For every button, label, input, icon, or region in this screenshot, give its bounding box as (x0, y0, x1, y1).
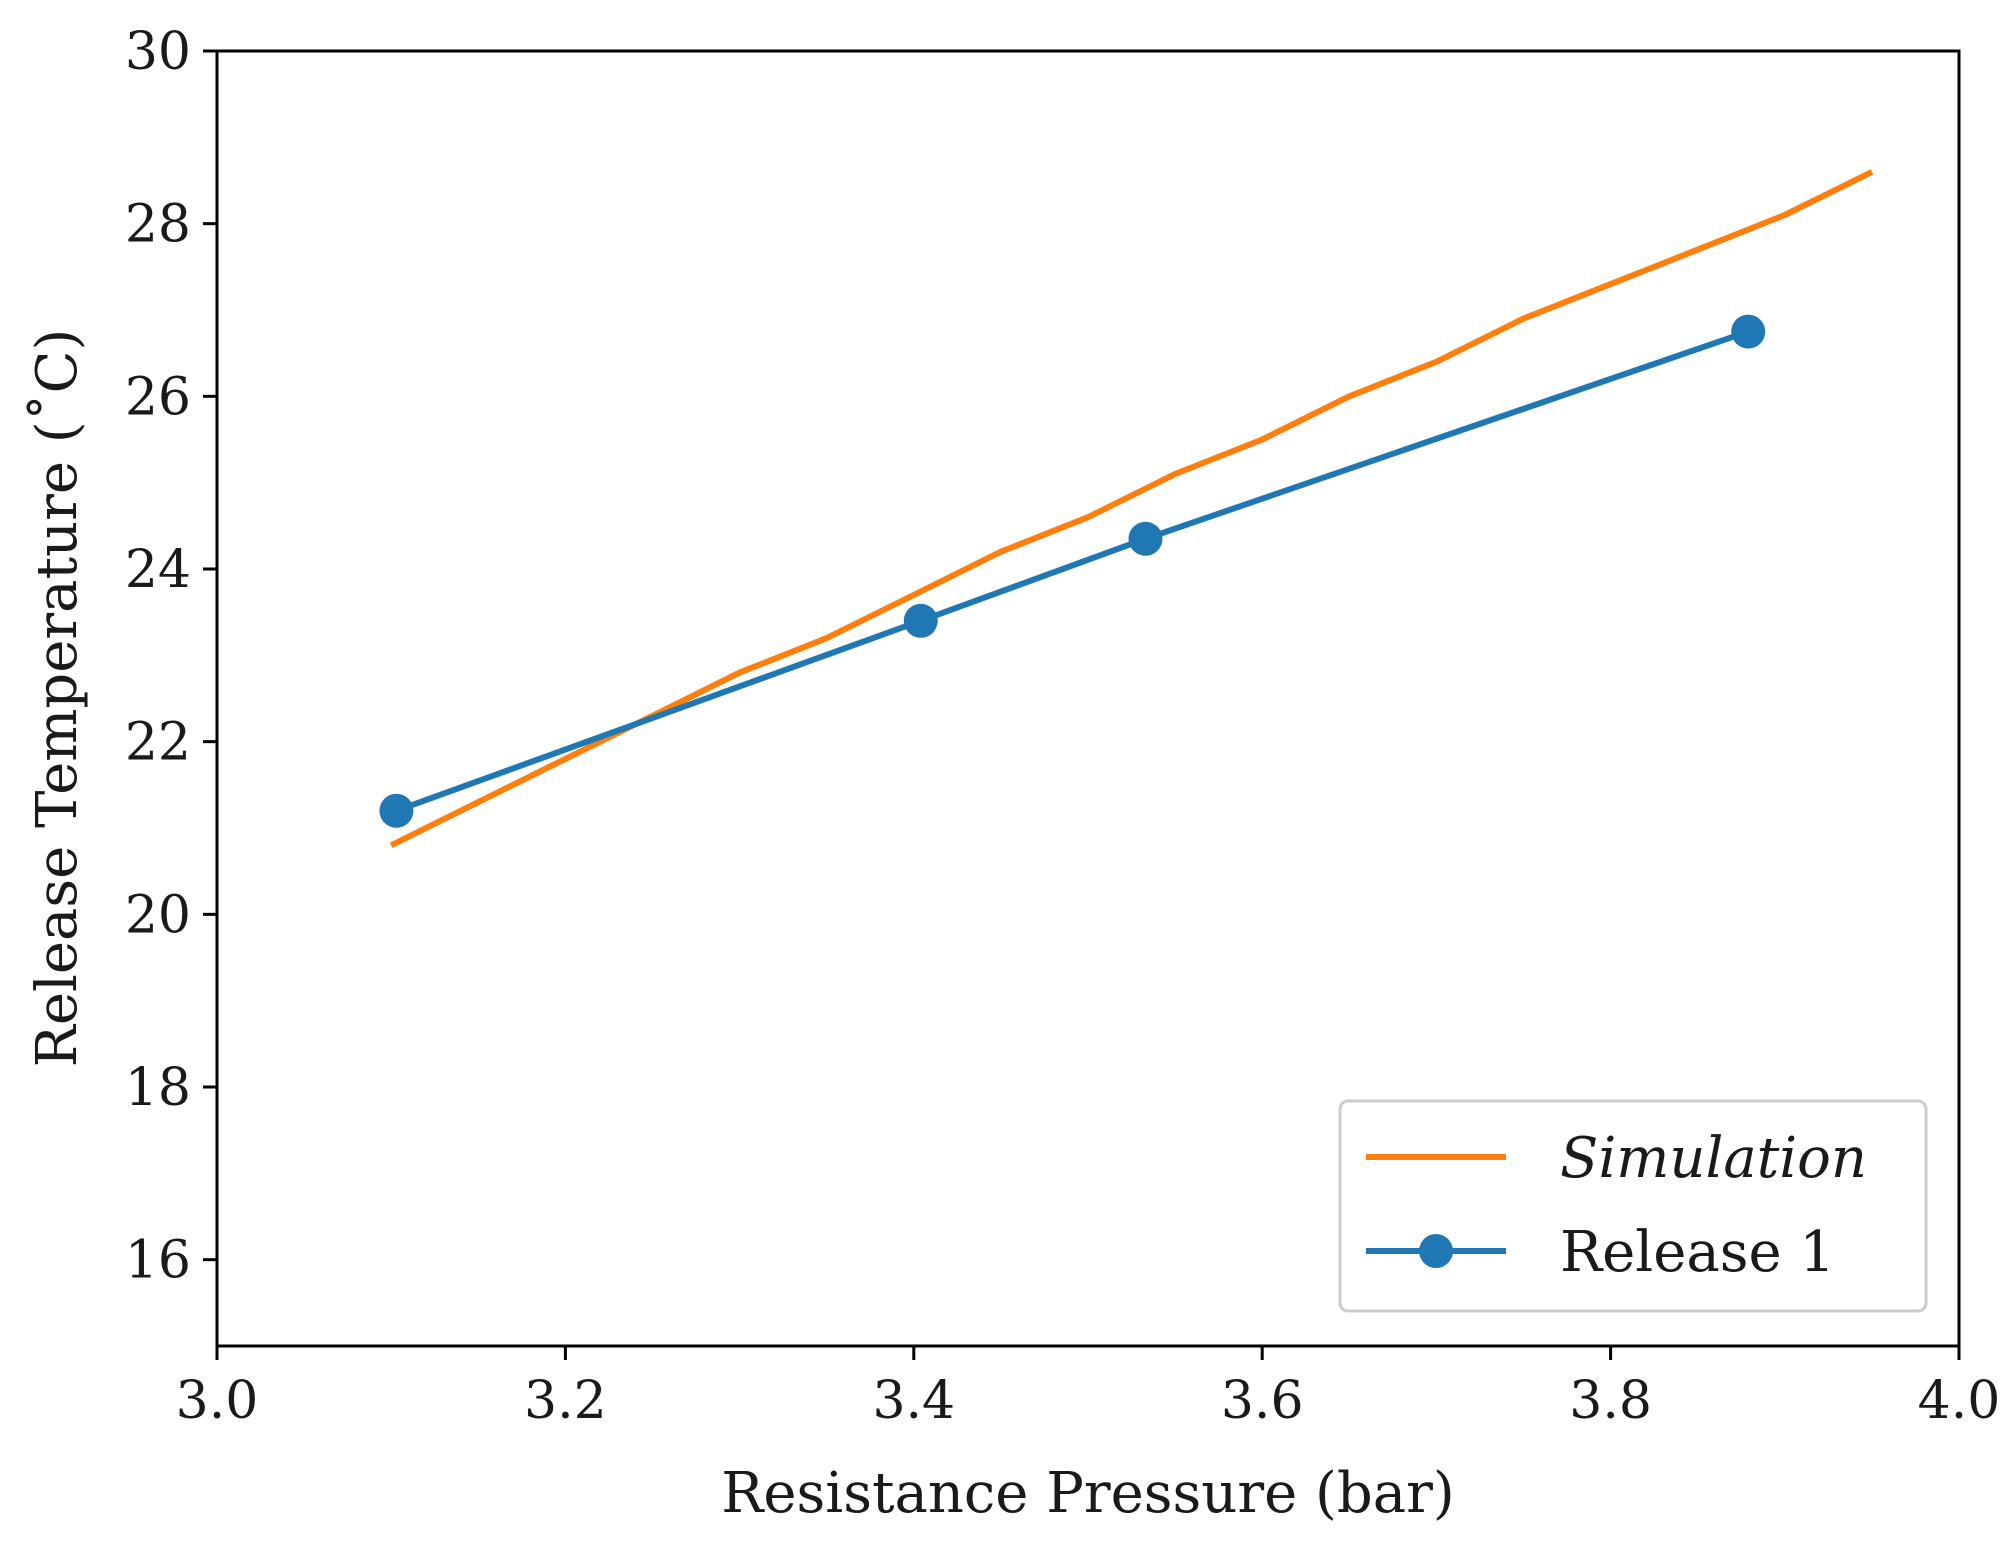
legend-label-simulation: Simulation (1560, 1126, 1867, 1191)
y-tick-label: 28 (125, 195, 191, 255)
y-tick-label: 16 (125, 1231, 191, 1291)
x-tick-label: 4.0 (1918, 1371, 2001, 1431)
y-tick-label: 24 (125, 540, 191, 600)
ticks-layer: 3.0 3.2 3.4 3.6 3.8 4.0 16 18 20 22 24 26 28 30 (125, 22, 2001, 1431)
plot-frame (215, 49, 1961, 1348)
y-axis-label: Release Temperature (˚C) (25, 329, 90, 1068)
data-point-release-1 (379, 793, 414, 828)
legend-label-release-1: Release 1 (1560, 1220, 1835, 1285)
y-tick-label: 30 (125, 22, 191, 82)
y-tick-label: 26 (125, 367, 191, 427)
x-tick-label: 3.4 (872, 1371, 955, 1431)
data-point-release-1 (1731, 314, 1766, 349)
x-axis-label: Resistance Pressure (bar) (721, 1461, 1455, 1526)
x-tick-label: 3.6 (1221, 1371, 1304, 1431)
series-line-release-1 (395, 328, 1750, 814)
x-tick-label: 3.2 (524, 1371, 607, 1431)
series-line-simulation (389, 169, 1874, 848)
y-tick-label: 22 (125, 713, 191, 773)
data-point-release-1 (903, 603, 938, 638)
data-point-release-1 (1128, 521, 1163, 556)
y-tick-label: 20 (125, 885, 191, 945)
y-tick-label: 18 (125, 1058, 191, 1118)
x-tick-label: 3.0 (176, 1371, 259, 1431)
legend-marker-release-1 (1419, 1234, 1453, 1268)
legend-box (1338, 1099, 1928, 1313)
series-layer (379, 169, 1874, 848)
x-tick-label: 3.8 (1569, 1371, 1652, 1431)
legend: Simulation Release 1 (1338, 1099, 1928, 1313)
